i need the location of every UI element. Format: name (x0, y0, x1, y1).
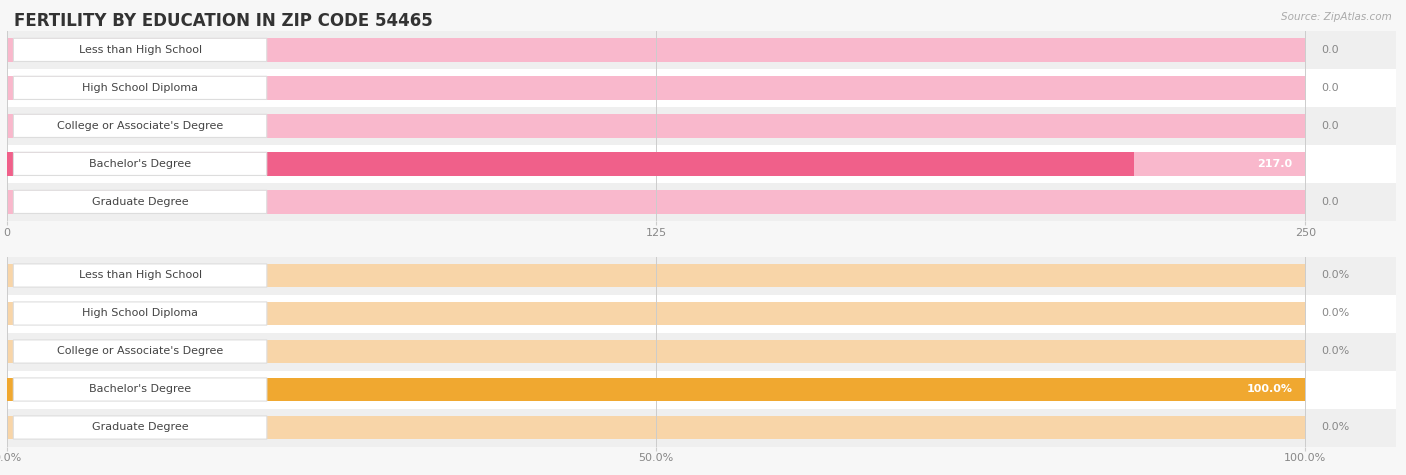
Bar (7, 76, 1305, 100)
Text: 0.0%: 0.0% (1320, 270, 1350, 281)
Text: High School Diploma: High School Diploma (82, 83, 198, 93)
Bar (7, 416, 1305, 439)
Text: 0.0%: 0.0% (1320, 346, 1350, 357)
FancyBboxPatch shape (13, 302, 267, 325)
Text: Source: ZipAtlas.com: Source: ZipAtlas.com (1281, 12, 1392, 22)
Text: Graduate Degree: Graduate Degree (91, 422, 188, 433)
Bar (7, 378, 1305, 401)
Bar (7, 69, 1396, 107)
FancyBboxPatch shape (13, 378, 267, 401)
Bar (7, 256, 1396, 294)
Text: 217.0: 217.0 (1257, 159, 1292, 169)
Text: College or Associate's Degree: College or Associate's Degree (58, 121, 224, 131)
Bar (7, 370, 1396, 408)
Text: 100.0%: 100.0% (1246, 384, 1292, 395)
Text: FERTILITY BY EDUCATION IN ZIP CODE 54465: FERTILITY BY EDUCATION IN ZIP CODE 54465 (14, 12, 433, 30)
Text: Graduate Degree: Graduate Degree (91, 197, 188, 207)
Bar (7, 107, 1396, 145)
FancyBboxPatch shape (13, 416, 267, 439)
Text: 0.0: 0.0 (1320, 197, 1339, 207)
Text: College or Associate's Degree: College or Associate's Degree (58, 346, 224, 357)
Text: 0.0: 0.0 (1320, 121, 1339, 131)
Bar (7, 302, 1305, 325)
Bar (7, 264, 1305, 287)
FancyBboxPatch shape (14, 76, 267, 99)
Bar (7, 145, 1396, 183)
Bar (7, 332, 1396, 371)
Bar (7, 152, 1133, 176)
Text: Bachelor's Degree: Bachelor's Degree (89, 159, 191, 169)
Bar (7, 152, 1305, 176)
FancyBboxPatch shape (14, 38, 267, 61)
Bar (7, 408, 1396, 446)
Bar (7, 340, 1305, 363)
Bar (7, 38, 1305, 62)
Text: 0.0: 0.0 (1320, 45, 1339, 55)
FancyBboxPatch shape (14, 190, 267, 213)
Bar (7, 190, 1305, 214)
Text: Bachelor's Degree: Bachelor's Degree (89, 384, 191, 395)
Bar (7, 31, 1396, 69)
Text: High School Diploma: High School Diploma (82, 308, 198, 319)
Text: Less than High School: Less than High School (79, 270, 201, 281)
Text: 0.0: 0.0 (1320, 83, 1339, 93)
Bar (7, 294, 1396, 332)
Bar (7, 378, 1305, 401)
FancyBboxPatch shape (13, 264, 267, 287)
Text: Less than High School: Less than High School (79, 45, 201, 55)
Bar (7, 114, 1305, 138)
Text: 0.0%: 0.0% (1320, 308, 1350, 319)
FancyBboxPatch shape (13, 340, 267, 363)
Bar (7, 183, 1396, 221)
FancyBboxPatch shape (14, 152, 267, 175)
FancyBboxPatch shape (14, 114, 267, 137)
Text: 0.0%: 0.0% (1320, 422, 1350, 433)
